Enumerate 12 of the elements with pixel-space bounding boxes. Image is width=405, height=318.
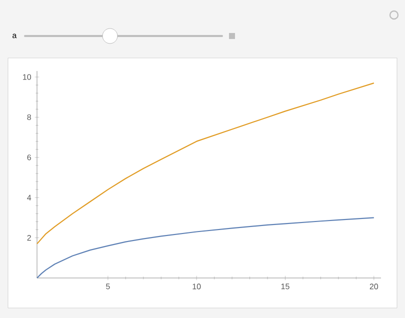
x-tick-label: 20: [370, 284, 378, 290]
text: a: [12, 34, 17, 38]
y-tick-label: 8: [27, 114, 31, 120]
x-tick-label: 10: [192, 284, 201, 290]
x-tick-label: 15: [281, 284, 290, 290]
line-series: [36, 82, 374, 244]
x-tick-label: 5: [106, 284, 110, 290]
y-tick-label: 6: [27, 154, 31, 160]
y-tick-label: 10: [23, 74, 32, 80]
line-series: [36, 217, 374, 279]
y-tick-label: 4: [27, 194, 32, 200]
y-tick-label: 2: [27, 235, 31, 241]
